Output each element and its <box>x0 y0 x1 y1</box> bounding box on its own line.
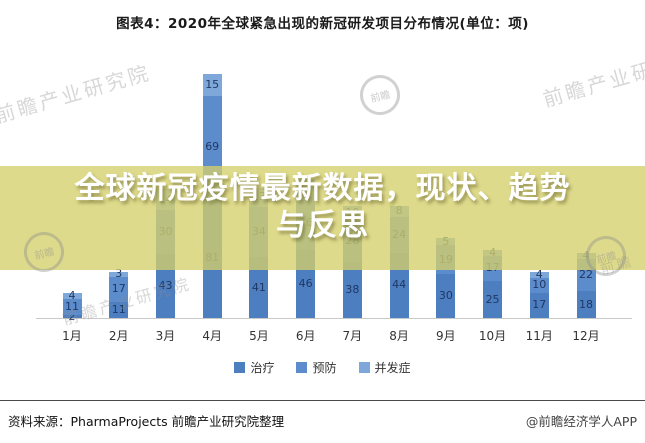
bar-segment-治疗 <box>109 301 129 318</box>
bar-value-label: 69 <box>205 140 220 154</box>
bar-segment-治疗 <box>62 315 82 318</box>
legend-swatch-treatment <box>234 362 246 373</box>
legend-label: 并发症 <box>374 361 411 375</box>
x-axis-label: 10月 <box>478 329 507 343</box>
bar-segment-治疗 <box>529 292 549 318</box>
x-axis-label: 7月 <box>342 329 363 343</box>
bar-segment-治疗 <box>342 261 362 318</box>
bar-value-label: 15 <box>205 77 220 91</box>
headline-banner <box>0 166 645 270</box>
x-axis-label: 5月 <box>249 329 269 343</box>
x-axis-label: 6月 <box>295 329 316 343</box>
x-axis-label: 9月 <box>436 329 456 343</box>
x-axis-line <box>36 318 632 319</box>
bar-value-label: 3 <box>115 267 123 281</box>
bar-value-label: 17 <box>111 282 126 296</box>
headline-text: 全球新冠疫情最新数据，现状、趋势 与反思 <box>0 170 645 244</box>
footer-credit-text: @前瞻经济学人APP <box>525 414 637 429</box>
bar-value-label: 41 <box>251 280 266 294</box>
bar-value-label: 17 <box>532 298 547 312</box>
x-axis-label: 11月 <box>525 329 553 343</box>
bar-value-label: 4 <box>68 288 76 302</box>
bar-value-label: 43 <box>158 279 173 293</box>
x-axis-label: 2月 <box>108 329 129 343</box>
bar-segment-治疗 <box>436 273 456 318</box>
legend-swatch-prevention <box>296 362 308 373</box>
legend-swatch-complications <box>358 362 370 373</box>
headline-line1: 全球新冠疫情最新数据，现状、趋势 <box>74 171 571 206</box>
bar-segment-并发症 <box>109 272 129 277</box>
legend-item-complications: 并发症 <box>358 359 411 376</box>
legend-item-prevention: 预防 <box>296 359 337 376</box>
bar-value-label: 44 <box>392 278 407 292</box>
bar-value-label: 4 <box>535 268 543 282</box>
bar-segment-并发症 <box>62 292 82 299</box>
bar-value-label: 22 <box>579 268 594 282</box>
bar-segment-并发症 <box>202 73 222 96</box>
legend-label: 预防 <box>312 361 337 375</box>
footer: 资料来源：PharmaProjects 前瞻产业研究院整理 @前瞻经济学人APP <box>0 400 645 443</box>
x-axis-label: 12月 <box>572 329 600 343</box>
bar-segment-治疗 <box>576 291 596 318</box>
bar-segment-并发症 <box>529 272 549 279</box>
x-axis-label: 1月 <box>62 329 82 343</box>
x-axis-label: 8月 <box>389 329 409 343</box>
chart-legend: 治疗 预防 并发症 <box>0 359 645 376</box>
bar-value-label: 18 <box>579 297 594 311</box>
bar-value-label: 30 <box>438 288 453 302</box>
bar-value-label: 11 <box>65 299 79 313</box>
x-axis-label: 4月 <box>202 329 222 343</box>
legend-label: 治疗 <box>250 361 275 375</box>
bar-segment-预防 <box>529 278 549 293</box>
bar-value-label: 11 <box>111 302 126 316</box>
bar-segment-治疗 <box>155 254 175 318</box>
x-axis-label: 3月 <box>155 329 176 343</box>
bar-segment-预防 <box>109 276 129 302</box>
bar-value-label: 25 <box>485 292 500 306</box>
bar-segment-治疗 <box>483 281 503 318</box>
legend-item-treatment: 治疗 <box>234 359 274 376</box>
headline-line2: 与反思 <box>276 208 369 243</box>
bar-value-label: 10 <box>532 278 547 292</box>
chart-title: 图表4：2020年全球紧急出现的新冠研发项目分布情况(单位：项) <box>116 16 529 32</box>
bar-value-label: 38 <box>345 282 360 296</box>
bar-value-label: 46 <box>298 276 313 290</box>
bar-segment-预防 <box>62 298 82 316</box>
bar-segment-治疗 <box>249 257 269 318</box>
footer-source-text: 资料来源：PharmaProjects 前瞻产业研究院整理 <box>8 414 285 429</box>
bar-value-label: 2 <box>68 309 76 323</box>
